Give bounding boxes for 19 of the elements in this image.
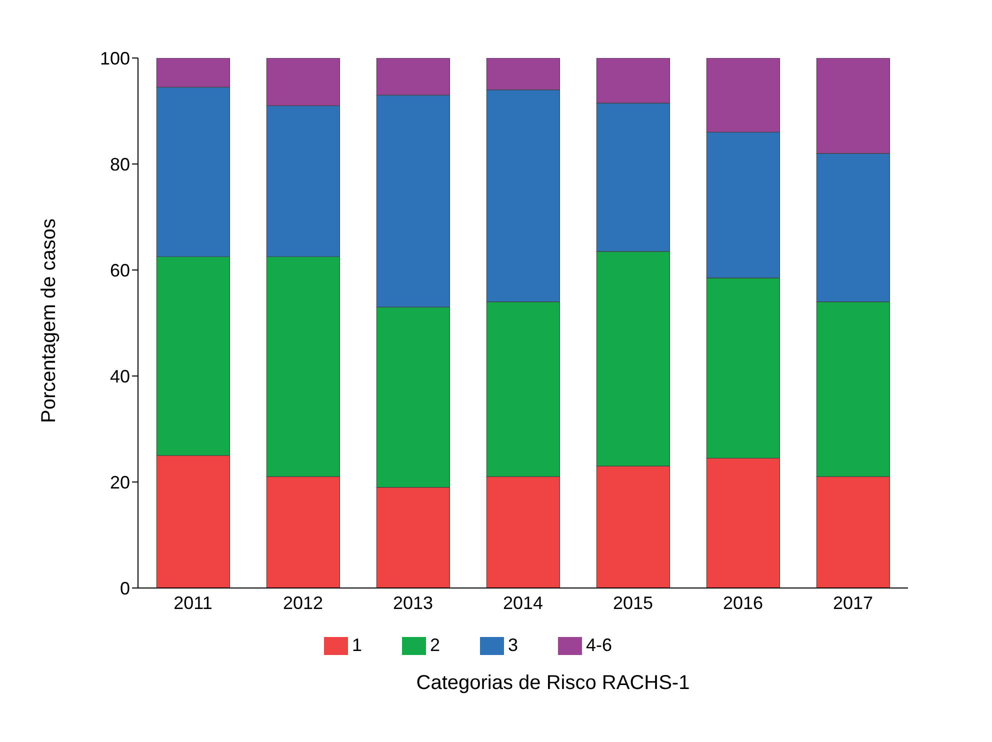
y-tick-label: 80	[110, 154, 130, 174]
y-axis-title: Porcentagem de casos	[38, 218, 60, 423]
x-tick-label: 2011	[174, 592, 212, 613]
y-tick-label: 100	[100, 48, 130, 68]
y-tick-label: 20	[110, 472, 130, 492]
x-axis-title: Categorias de Risco RACHS-1	[415, 672, 691, 695]
x-tick-label: 2016	[722, 592, 764, 613]
legend-label: 2	[430, 634, 440, 655]
x-tick-label: 2013	[392, 592, 434, 613]
legend-label: 4-6	[586, 634, 612, 655]
y-tick-label: 40	[110, 366, 130, 386]
y-tick-label: 60	[110, 260, 130, 280]
x-tick-label: 2017	[832, 592, 874, 613]
legend-label: 1	[352, 634, 362, 655]
y-tick-label: 0	[120, 578, 130, 598]
x-tick-label: 2014	[502, 592, 544, 613]
x-tick-label: 2015	[612, 592, 654, 613]
x-tick-label: 2012	[282, 592, 324, 613]
legend-label: 3	[508, 634, 518, 655]
